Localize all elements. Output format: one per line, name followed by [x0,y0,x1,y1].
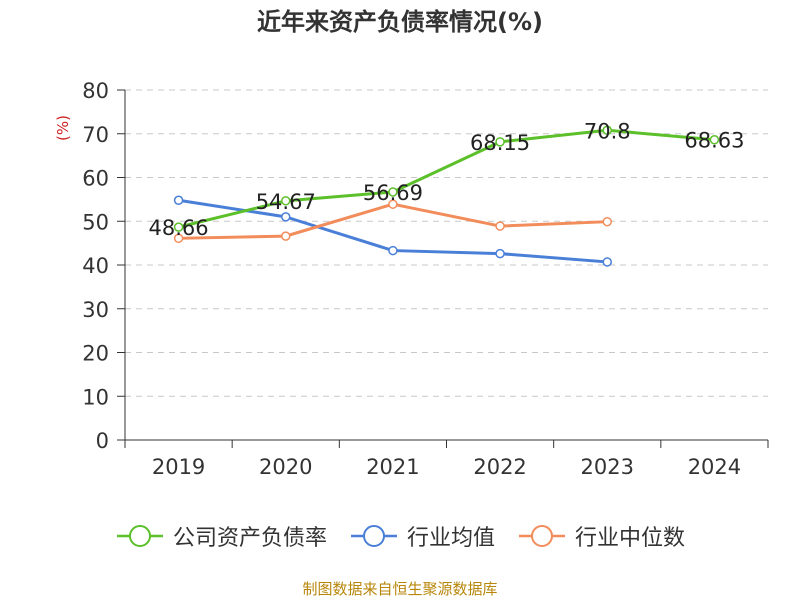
source-note: 制图数据来自恒生聚源数据库 [302,580,498,598]
data-point [709,134,720,145]
legend-label: 行业均值 [406,526,495,551]
x-tick-label: 2023 [581,455,634,479]
data-point [602,125,612,135]
data-label: 48.66 [149,216,209,240]
data-point [388,199,398,209]
legend-line-marker-icon [519,525,565,547]
x-tick-label: 2020 [259,455,312,479]
y-tick-label: 60 [82,167,109,191]
legend-item[interactable]: 公司资产负债率 [115,520,327,552]
series-line [178,128,715,229]
data-label: 54.67 [256,190,316,214]
y-axis-label: (%) [54,115,72,141]
data-point [388,245,398,256]
legend-line-marker-icon [116,525,163,547]
x-tick-label: 2021 [366,455,419,479]
grid-lines [125,89,768,397]
x-tick-label: 2019 [152,455,205,479]
legend-line-marker-icon [350,525,397,547]
axes: 0 10 20 30 40 50 60 70 80 2019 2020 2021 2022 2023 202… [54,79,769,479]
y-tick-label: 40 [82,254,109,278]
data-point [495,137,505,147]
y-tick-label: 80 [82,79,109,103]
data-point [281,231,291,241]
data-point [173,233,184,244]
data-point [173,195,184,205]
data-label: 70.8 [584,119,631,143]
y-tick-label: 50 [82,210,109,234]
data-point [173,222,184,232]
y-tick-label: 30 [82,298,109,322]
legend-item[interactable]: 行业中位数 [517,520,685,552]
legend: 公司资产负债率 行业均值 行业中位数 [0,518,800,554]
y-tick-label: 10 [82,385,109,409]
x-tick-label: 2022 [473,455,526,479]
data-point [495,248,505,259]
data-point [281,212,291,222]
data-label: 56.69 [363,181,423,205]
data-point [388,187,398,197]
x-tick-label: 2024 [688,455,741,479]
data-labels: 48.66 54.67 56.69 68.15 70.8 68.63 [149,119,745,240]
y-tick-label: 0 [96,429,109,453]
legend-label: 行业中位数 [575,526,686,551]
series-lines [173,125,720,267]
data-point [281,196,291,206]
data-point [495,221,505,231]
data-point [602,257,612,267]
y-tick-label: 20 [82,342,109,366]
data-point [602,216,612,227]
data-label: 68.15 [470,131,530,155]
y-tick-label: 70 [82,123,109,147]
legend-label: 公司资产负债率 [172,526,327,551]
chart-title: 近年来资产负债率情况(%) [257,8,543,36]
data-label: 68.63 [684,129,744,153]
legend-item[interactable]: 行业均值 [349,520,495,552]
